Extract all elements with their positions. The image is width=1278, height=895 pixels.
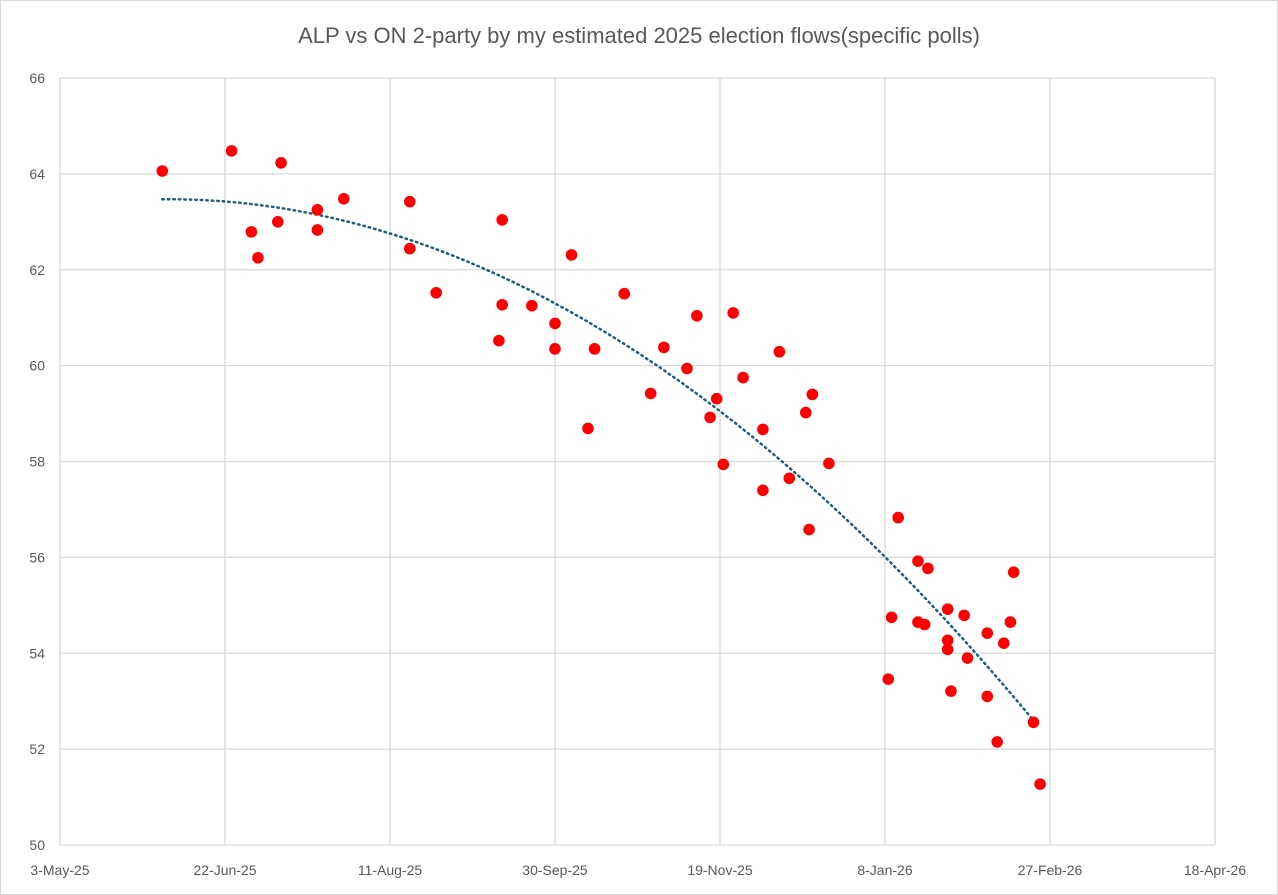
x-tick-label: 30-Sep-25 xyxy=(522,862,588,878)
x-tick-label: 27-Feb-26 xyxy=(1018,862,1083,878)
data-point xyxy=(404,242,416,255)
data-point xyxy=(549,317,561,330)
data-point xyxy=(958,609,970,622)
data-point xyxy=(783,472,796,485)
gridlines xyxy=(59,77,1216,846)
x-tick-label: 8-Jan-26 xyxy=(857,862,912,878)
y-tick-label: 60 xyxy=(29,358,45,374)
data-point xyxy=(757,484,769,497)
data-point xyxy=(681,362,693,375)
data-point xyxy=(773,345,786,358)
data-point xyxy=(991,736,1003,748)
data-point xyxy=(941,643,954,656)
data-point xyxy=(549,343,561,355)
x-tick-label: 22-Jun-25 xyxy=(193,862,256,878)
data-point xyxy=(644,387,657,400)
data-point xyxy=(311,224,324,236)
data-point xyxy=(945,685,957,697)
data-point xyxy=(430,286,443,299)
data-point xyxy=(156,165,169,177)
y-tick-label: 56 xyxy=(29,549,45,565)
data-point xyxy=(493,334,505,347)
chart-title: ALP vs ON 2-party by my estimated 2025 e… xyxy=(298,23,980,48)
x-tick-label: 3-May-25 xyxy=(30,862,89,878)
data-point xyxy=(941,603,954,615)
data-point xyxy=(1004,616,1017,628)
data-point xyxy=(1034,778,1046,790)
data-point xyxy=(885,611,898,624)
data-point xyxy=(800,406,812,419)
y-tick-label: 64 xyxy=(29,166,45,182)
y-tick-label: 66 xyxy=(29,70,45,86)
data-point xyxy=(892,511,904,524)
data-point xyxy=(691,309,703,322)
data-point xyxy=(1027,716,1040,729)
x-tick-label: 19-Nov-25 xyxy=(687,862,753,878)
data-point xyxy=(225,145,238,157)
data-point xyxy=(496,298,509,311)
data-point xyxy=(272,216,284,228)
trendline-path xyxy=(161,198,1035,722)
data-points xyxy=(156,145,1046,790)
data-point xyxy=(961,652,974,664)
data-point xyxy=(717,458,730,471)
data-point xyxy=(981,627,994,639)
y-tick-label: 54 xyxy=(29,645,45,661)
data-point xyxy=(1007,566,1020,579)
data-point xyxy=(588,343,601,355)
data-point xyxy=(806,388,819,401)
data-point xyxy=(311,204,324,216)
data-point xyxy=(565,249,578,261)
data-point xyxy=(998,637,1010,649)
data-point xyxy=(245,226,258,238)
data-point xyxy=(882,673,895,685)
x-tick-label: 11-Aug-25 xyxy=(358,862,423,878)
data-point xyxy=(757,423,769,436)
data-point xyxy=(727,307,739,319)
data-point xyxy=(912,555,924,568)
data-point xyxy=(941,634,954,647)
x-axis-ticks: 3-May-25 22-Jun-25 11-Aug-25 30-Sep-25 19-No… xyxy=(30,862,1246,878)
data-point xyxy=(803,523,815,536)
data-point xyxy=(338,193,350,205)
data-point xyxy=(918,618,931,631)
y-axis-ticks: 50 52 54 56 58 60 62 64 66 xyxy=(29,70,45,853)
data-point xyxy=(618,287,631,300)
data-point xyxy=(823,457,835,470)
y-tick-label: 52 xyxy=(29,741,45,757)
data-point xyxy=(275,157,287,169)
data-point xyxy=(496,214,509,226)
data-point xyxy=(981,690,994,703)
data-point xyxy=(404,195,416,208)
data-point xyxy=(526,299,538,312)
x-tick-label: 18-Apr-26 xyxy=(1184,862,1246,878)
y-tick-label: 50 xyxy=(29,837,45,853)
data-point xyxy=(710,392,723,405)
y-tick-label: 58 xyxy=(29,454,45,470)
data-point xyxy=(922,562,934,575)
data-point xyxy=(704,411,716,424)
data-point xyxy=(582,422,594,435)
y-tick-label: 62 xyxy=(29,262,45,278)
data-point xyxy=(658,341,670,354)
data-point xyxy=(252,251,264,264)
trendline xyxy=(161,198,1035,722)
data-point xyxy=(737,371,749,384)
